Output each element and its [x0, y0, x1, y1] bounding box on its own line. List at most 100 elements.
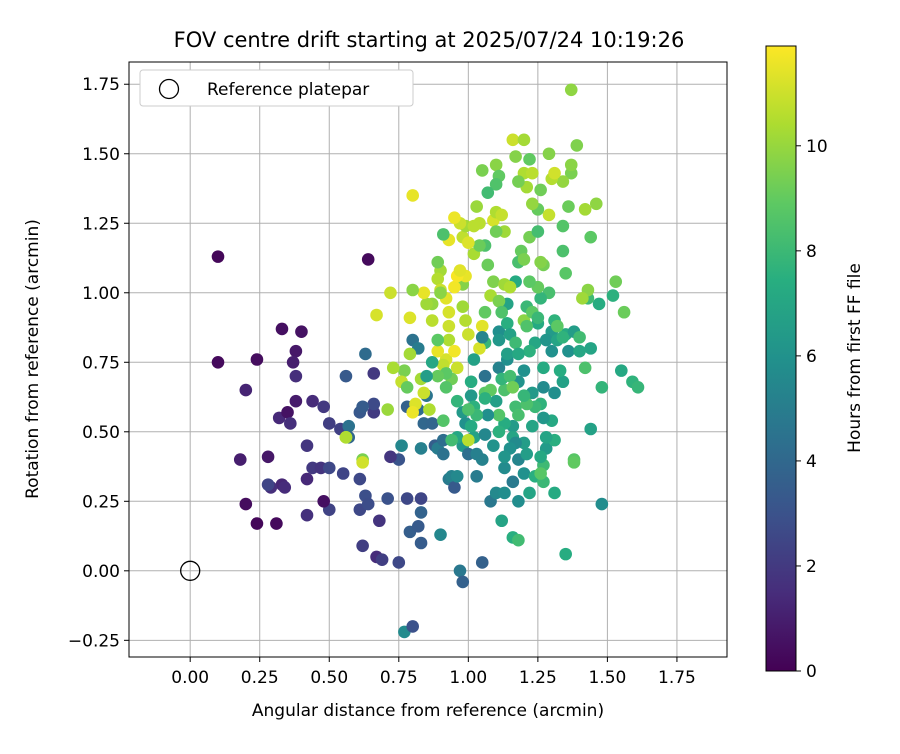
data-point	[448, 344, 461, 358]
data-point	[556, 175, 570, 188]
data-point	[564, 158, 578, 172]
y-axis-label: Rotation from reference (arcmin)	[23, 219, 43, 499]
data-point	[359, 347, 372, 361]
x-tick-label: 0.00	[171, 668, 209, 688]
data-point	[431, 333, 445, 347]
data-point	[261, 450, 275, 464]
data-point	[211, 355, 225, 369]
data-point	[495, 514, 509, 528]
data-point	[492, 408, 506, 422]
data-point	[434, 528, 447, 541]
data-point	[489, 158, 503, 172]
data-point	[542, 147, 556, 161]
data-point	[520, 319, 534, 333]
data-point	[300, 439, 314, 452]
data-point	[462, 236, 475, 250]
data-point	[431, 369, 445, 383]
data-point	[459, 314, 472, 327]
data-point	[500, 347, 514, 361]
data-point	[442, 305, 456, 319]
data-point	[495, 305, 509, 319]
data-point	[584, 422, 598, 436]
data-point	[414, 492, 428, 505]
y-tick-label: 0.25	[82, 492, 120, 512]
data-point	[498, 450, 511, 464]
colorbar-ticks: 0 2 4 6 8 10	[796, 137, 828, 682]
data-point	[584, 230, 598, 244]
data-point	[478, 305, 492, 319]
data-point	[537, 381, 550, 394]
data-point	[384, 450, 397, 464]
data-point	[539, 333, 553, 347]
data-point	[436, 447, 450, 461]
data-point	[448, 211, 461, 225]
data-point	[595, 381, 609, 394]
data-point	[551, 319, 564, 333]
data-point	[436, 228, 450, 241]
x-tick-label: 1.75	[658, 668, 696, 688]
data-point	[434, 286, 447, 300]
reference-marker	[180, 560, 201, 581]
data-point	[606, 289, 620, 302]
data-point	[520, 447, 534, 461]
data-point	[281, 406, 294, 419]
data-point	[442, 333, 456, 347]
data-point	[556, 219, 570, 233]
data-point	[250, 353, 264, 366]
data-point	[464, 389, 478, 402]
data-point	[392, 556, 406, 569]
data-point	[537, 411, 550, 425]
data-point	[537, 361, 550, 375]
data-point	[431, 272, 445, 286]
data-point	[559, 267, 572, 280]
colorbar-gradient	[765, 45, 797, 672]
data-point	[339, 431, 353, 444]
y-tick-label: 1.75	[82, 75, 120, 95]
data-point	[523, 486, 536, 500]
data-point	[534, 292, 547, 305]
data-point	[395, 439, 408, 452]
data-point	[473, 239, 486, 252]
data-point	[367, 397, 381, 411]
data-point	[487, 275, 500, 288]
data-point	[211, 250, 225, 263]
data-point	[478, 428, 492, 441]
data-point	[481, 258, 495, 272]
data-point	[495, 208, 509, 222]
data-point	[534, 467, 547, 480]
data-point	[289, 369, 303, 383]
x-tick-label: 0.50	[310, 668, 348, 688]
data-point	[456, 300, 470, 313]
x-tick-label: 0.25	[241, 668, 279, 688]
data-point	[411, 520, 425, 533]
data-point	[489, 225, 503, 238]
data-point	[400, 381, 414, 394]
data-point	[353, 472, 367, 486]
legend-box	[139, 69, 414, 107]
data-point	[534, 450, 547, 464]
data-point	[578, 361, 592, 375]
x-axis-label: Angular distance from reference (arcmin)	[252, 701, 604, 721]
colorbar-tick-label: 6	[806, 347, 817, 367]
data-point	[306, 394, 319, 408]
data-point	[233, 453, 247, 466]
data-point	[492, 425, 506, 439]
data-point	[356, 456, 369, 469]
data-point	[406, 189, 420, 202]
data-point	[464, 419, 478, 433]
colorbar-tick-label: 4	[806, 452, 817, 472]
data-point	[417, 286, 431, 300]
x-tick-label: 1.50	[588, 668, 626, 688]
data-point	[478, 392, 492, 405]
data-point	[361, 253, 375, 266]
data-point	[567, 456, 581, 469]
data-point	[500, 317, 514, 330]
data-point	[498, 486, 511, 500]
data-point	[275, 322, 289, 336]
data-point	[559, 547, 572, 561]
data-point	[556, 375, 570, 389]
data-point	[361, 497, 375, 511]
data-point	[487, 439, 500, 452]
data-point	[509, 150, 522, 163]
